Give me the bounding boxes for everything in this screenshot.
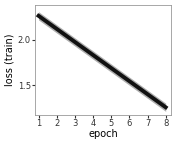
X-axis label: epoch: epoch (88, 129, 118, 139)
Y-axis label: loss (train): loss (train) (5, 33, 15, 86)
